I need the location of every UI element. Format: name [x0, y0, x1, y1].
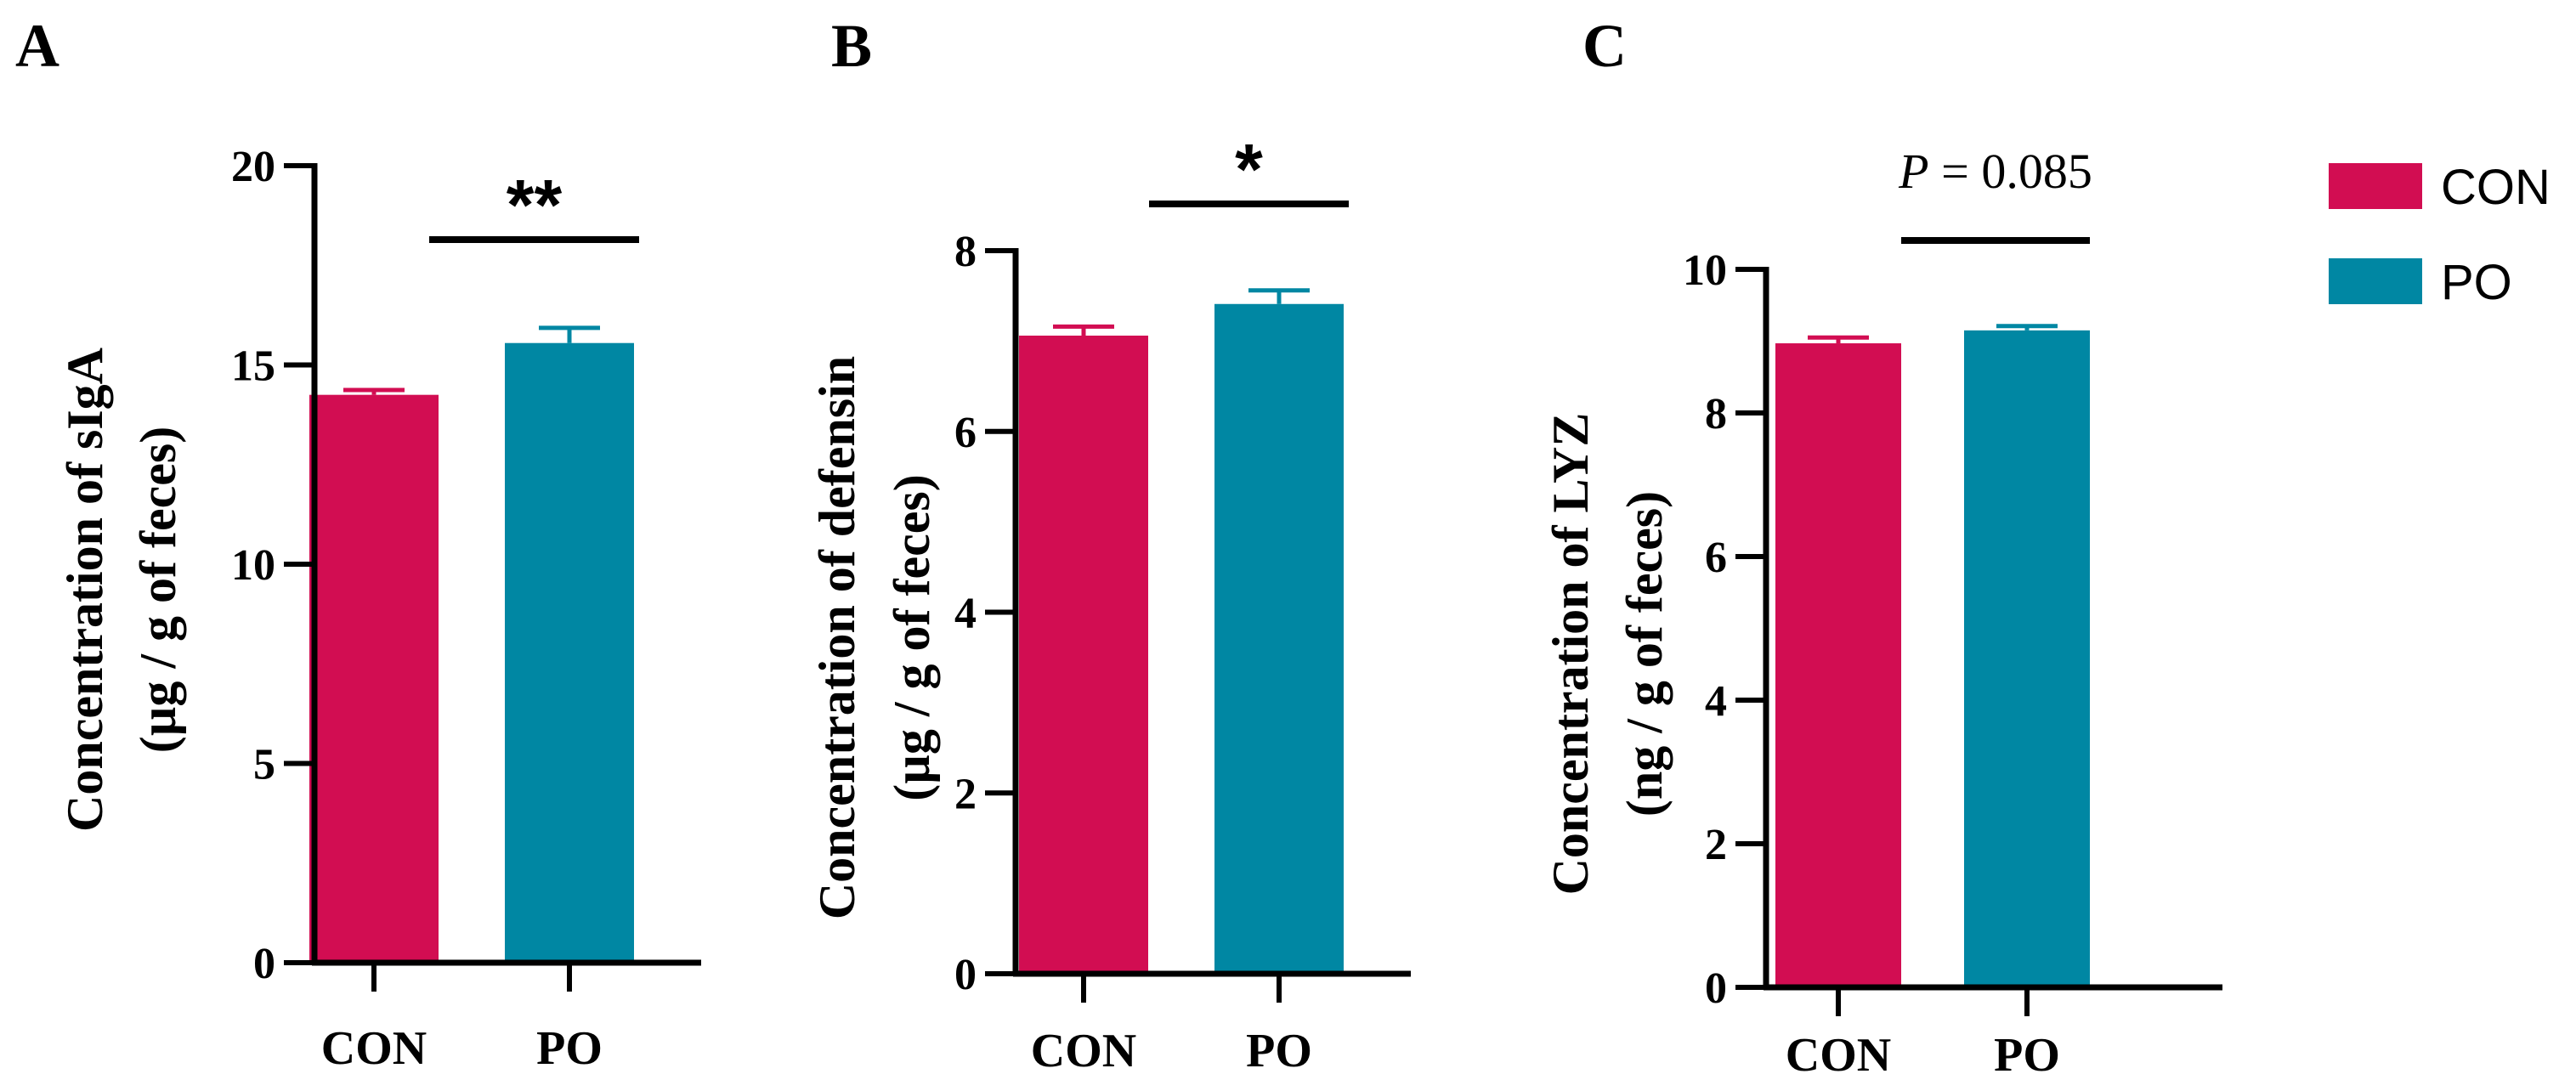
y-tick-label: 0: [1705, 964, 1727, 1013]
x-tick-label: PO: [1994, 1029, 2060, 1082]
legend-label-po: PO: [2441, 255, 2512, 310]
legend-swatch-con: [2329, 163, 2422, 209]
y-tick-label: 2: [1705, 821, 1727, 869]
panel-letter: A: [15, 12, 59, 80]
y-tick-label: 8: [1705, 390, 1727, 438]
panel-a: A Concentration of sIgA (µg / g of feces) 0…: [15, 12, 701, 1075]
bar-po: [1214, 303, 1344, 975]
y-tick-label: 5: [253, 741, 275, 789]
legend: CON PO: [2329, 160, 2551, 310]
legend-swatch-po: [2329, 258, 2422, 304]
x-tick-label: CON: [1031, 1025, 1136, 1077]
y-axis-unit-label: (µg / g of feces): [884, 474, 940, 800]
bar-con: [309, 394, 439, 963]
y-tick-label: 2: [954, 770, 977, 818]
bar-po: [505, 342, 634, 964]
y-tick-label: 0: [253, 940, 275, 988]
y-tick-label: 0: [954, 951, 977, 999]
y-tick-label: 6: [1705, 534, 1727, 582]
y-tick-label: 10: [1683, 246, 1727, 295]
x-tick-label: CON: [321, 1022, 427, 1075]
p-value-label: P = 0.085: [1898, 144, 2092, 199]
bar-con: [1775, 343, 1901, 987]
bar-con: [1019, 335, 1148, 974]
y-tick-label: 6: [954, 409, 977, 457]
y-axis-unit-label: (ng / g of feces): [1616, 491, 1673, 817]
y-tick-label: 20: [231, 143, 275, 191]
bar-po: [1964, 330, 2090, 987]
panel-b: B Concentration of defensin (µg / g of fec…: [809, 12, 1411, 1077]
x-tick-label: CON: [1786, 1029, 1891, 1082]
y-tick-label: 15: [231, 342, 275, 391]
y-tick-label: 4: [954, 590, 977, 638]
y-axis-label: Concentration of defensin: [809, 356, 865, 919]
legend-label-con: CON: [2441, 160, 2551, 215]
x-tick-label: PO: [536, 1022, 603, 1075]
y-axis-label: Concentration of LYZ: [1543, 413, 1599, 896]
y-tick-label: 4: [1705, 677, 1727, 726]
panel-letter: C: [1582, 12, 1627, 80]
panel-letter: B: [831, 12, 872, 80]
significance-label: **: [507, 165, 563, 245]
y-axis-label: Concentration of sIgA: [57, 348, 113, 832]
significance-label: *: [1235, 129, 1263, 209]
y-axis-unit-label: (µg / g of feces): [130, 427, 186, 753]
x-tick-label: PO: [1246, 1025, 1312, 1077]
panel-c: C Concentration of LYZ (ng / g of feces) 0 2…: [1543, 12, 2222, 1082]
y-tick-label: 10: [231, 541, 275, 590]
y-tick-label: 8: [954, 228, 977, 276]
